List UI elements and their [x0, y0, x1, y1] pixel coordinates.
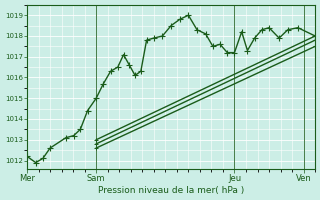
- X-axis label: Pression niveau de la mer( hPa ): Pression niveau de la mer( hPa ): [98, 186, 244, 195]
